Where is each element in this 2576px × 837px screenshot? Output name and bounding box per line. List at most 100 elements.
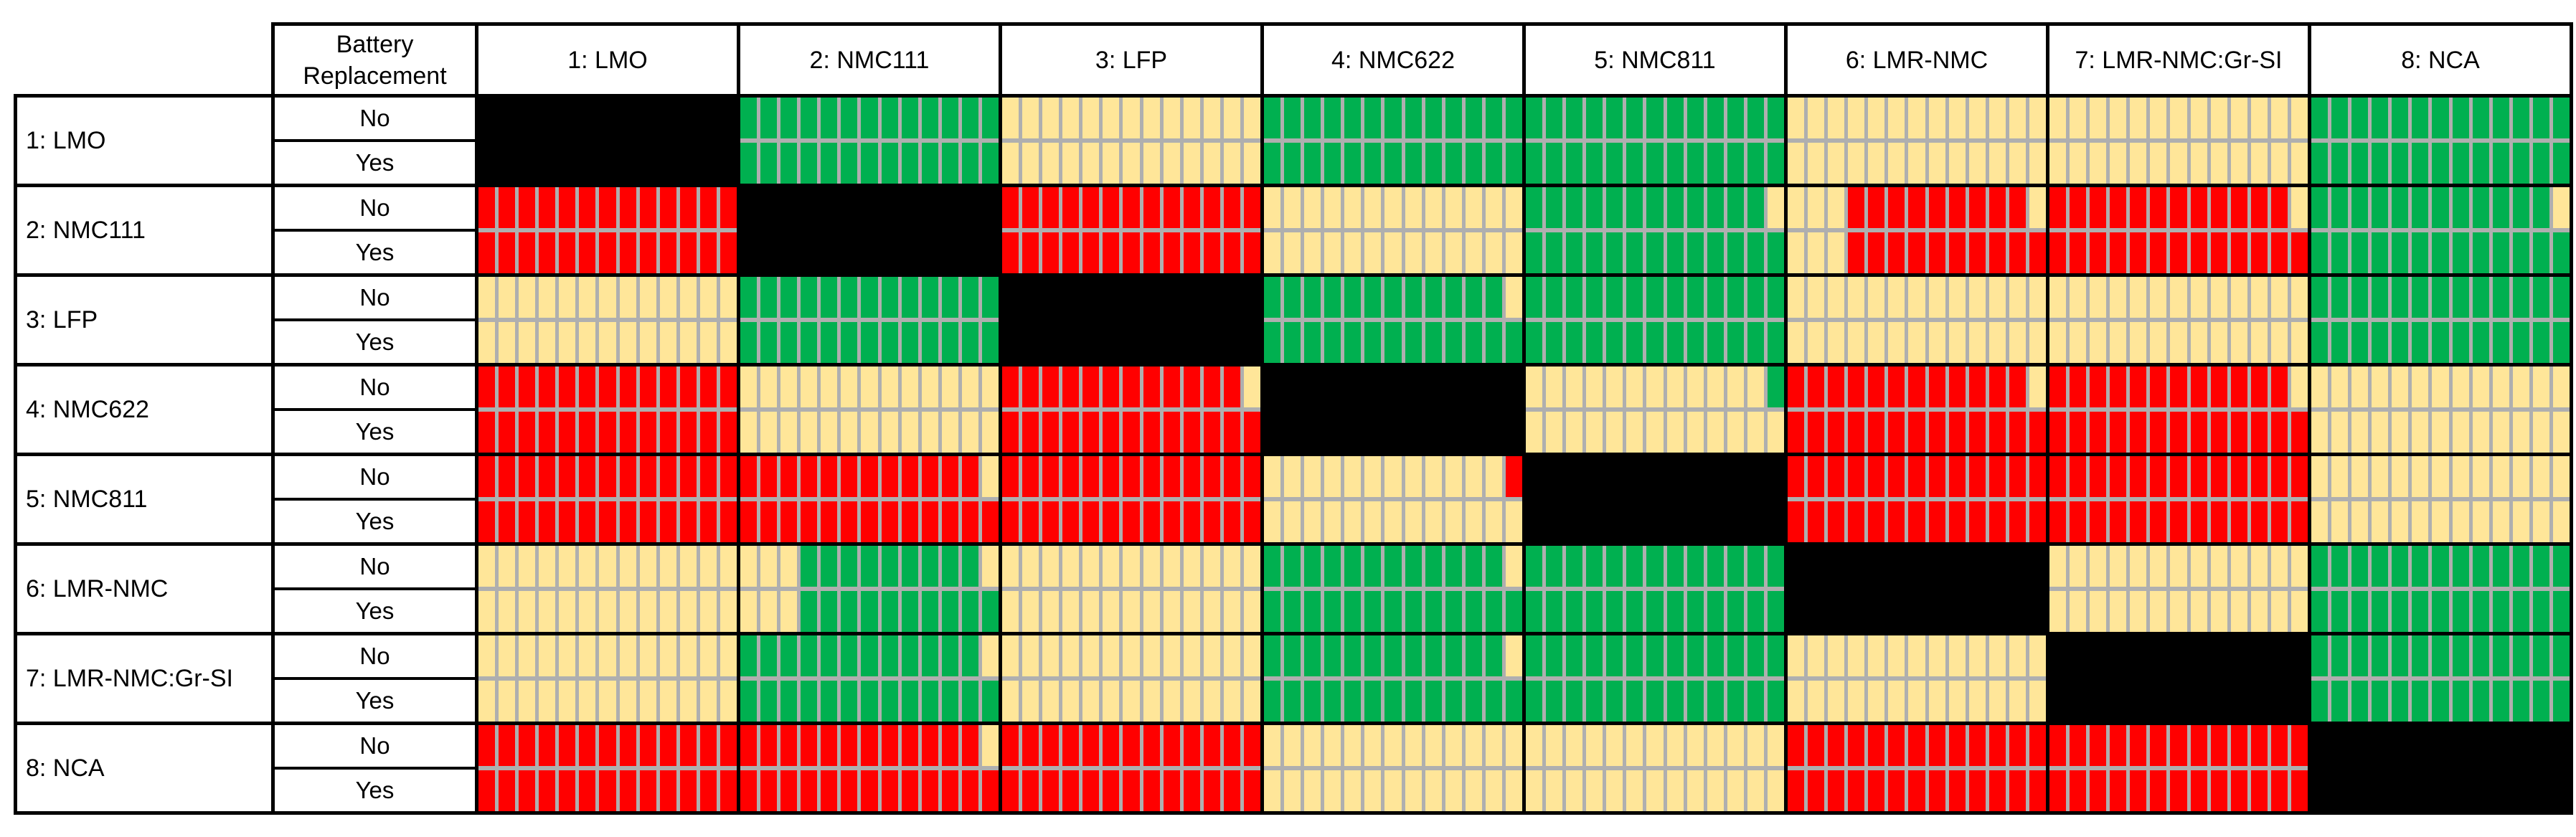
scenario-bar	[2472, 322, 2489, 363]
scenario-bar	[1868, 770, 1885, 811]
matrix-cell	[2049, 367, 2308, 453]
scenario-bar	[2351, 546, 2369, 587]
scenario-bar	[1808, 277, 1825, 318]
scenario-bar	[2311, 187, 2329, 228]
scenario-bar	[821, 546, 838, 587]
scenario-bar	[1566, 681, 1583, 722]
scenario-bar	[801, 725, 818, 766]
scenario-bar	[579, 232, 596, 273]
scenario-bar	[619, 546, 636, 587]
scenario-bar	[1808, 725, 1825, 766]
scenario-bar	[1445, 187, 1462, 228]
scenario-bar	[1405, 98, 1422, 138]
yes-strip	[1002, 770, 1261, 811]
scenario-bar	[1324, 591, 1341, 632]
strip-divider	[1788, 407, 2046, 412]
yes-strip	[740, 770, 999, 811]
scenario-bar	[2090, 725, 2107, 766]
scenario-bar	[1948, 367, 1966, 407]
scenario-bar	[1183, 591, 1200, 632]
scenario-bar	[2351, 456, 2369, 497]
scenario-bar	[1203, 725, 1220, 766]
scenario-bar	[1264, 546, 1281, 587]
scenario-bar	[2009, 635, 2026, 676]
scenario-bar	[861, 681, 878, 722]
no-strip	[1002, 367, 1261, 407]
scenario-bar	[841, 367, 858, 407]
scenario-bar	[559, 456, 576, 497]
strip-divider	[1264, 587, 1522, 591]
scenario-bar	[801, 412, 818, 453]
no-strip	[1002, 635, 1261, 676]
scenario-bar	[1344, 546, 1362, 587]
scenario-bar	[2210, 770, 2227, 811]
no-strip	[1002, 725, 1261, 766]
scenario-bar	[499, 367, 516, 407]
scenario-bar	[1284, 725, 1301, 766]
scenario-bar	[1163, 501, 1180, 542]
scenario-bar	[1948, 232, 1966, 273]
scenario-bar	[499, 725, 516, 766]
scenario-bar	[780, 770, 798, 811]
scenario-bar	[1626, 591, 1643, 632]
scenario-bar	[579, 725, 596, 766]
scenario-bar	[1646, 367, 1664, 407]
scenario-bar	[2432, 412, 2449, 453]
scenario-bar	[2130, 277, 2147, 318]
scenario-bar	[961, 98, 978, 138]
scenario-bar	[2452, 456, 2469, 497]
scenario-bar	[579, 501, 596, 542]
scenario-bar	[720, 770, 737, 811]
scenario-bar	[619, 681, 636, 722]
scenario-bar	[2270, 232, 2288, 273]
no-strip	[478, 635, 737, 676]
scenario-bar	[1848, 456, 1865, 497]
scenario-bar	[2290, 725, 2308, 766]
scenario-bar	[1344, 635, 1362, 676]
scenario-bar	[1666, 546, 1684, 587]
yes-strip	[1264, 591, 1523, 632]
scenario-bar	[1445, 591, 1462, 632]
scenario-bar	[1103, 770, 1120, 811]
scenario-bar	[1526, 277, 1543, 318]
scenario-bar	[2070, 725, 2087, 766]
scenario-bar	[1646, 725, 1664, 766]
compatibility-matrix: Battery Replacement 1: LMO 2: NMC111 3: LF…	[14, 22, 2575, 818]
scenario-bar	[780, 367, 798, 407]
scenario-bar	[1666, 322, 1684, 363]
scenario-bar	[2472, 546, 2489, 587]
scenario-bar	[1626, 277, 1643, 318]
scenario-bar	[2009, 501, 2026, 542]
scenario-bar	[2452, 367, 2469, 407]
scenario-bar	[1445, 725, 1462, 766]
scenario-bar	[1928, 501, 1945, 542]
scenario-bar	[760, 322, 778, 363]
scenario-bar	[519, 681, 536, 722]
scenario-bar	[2452, 187, 2469, 228]
scenario-bar	[478, 725, 496, 766]
no-strip	[478, 456, 737, 497]
scenario-bar	[1626, 367, 1643, 407]
scenario-bar	[1526, 770, 1543, 811]
scenario-bar	[1304, 143, 1321, 184]
replacement-no-cell: No	[359, 463, 390, 490]
scenario-bar	[2029, 367, 2047, 407]
scenario-bar	[2532, 635, 2549, 676]
scenario-bar	[1324, 770, 1341, 811]
scenario-bar	[478, 681, 496, 722]
scenario-bar	[1364, 501, 1382, 542]
scenario-bar	[539, 277, 556, 318]
scenario-bar	[961, 322, 978, 363]
scenario-bar	[1908, 501, 1925, 542]
no-strip	[2049, 546, 2308, 587]
scenario-bar	[2532, 232, 2549, 273]
scenario-bar	[499, 187, 516, 228]
scenario-bar	[2210, 322, 2227, 363]
scenario-bar	[901, 770, 918, 811]
scenario-bar	[679, 187, 697, 228]
scenario-bar	[740, 277, 758, 318]
scenario-bar	[881, 367, 898, 407]
scenario-bar	[1505, 322, 1523, 363]
strip-divider	[2049, 766, 2308, 770]
scenario-bar	[1103, 681, 1120, 722]
